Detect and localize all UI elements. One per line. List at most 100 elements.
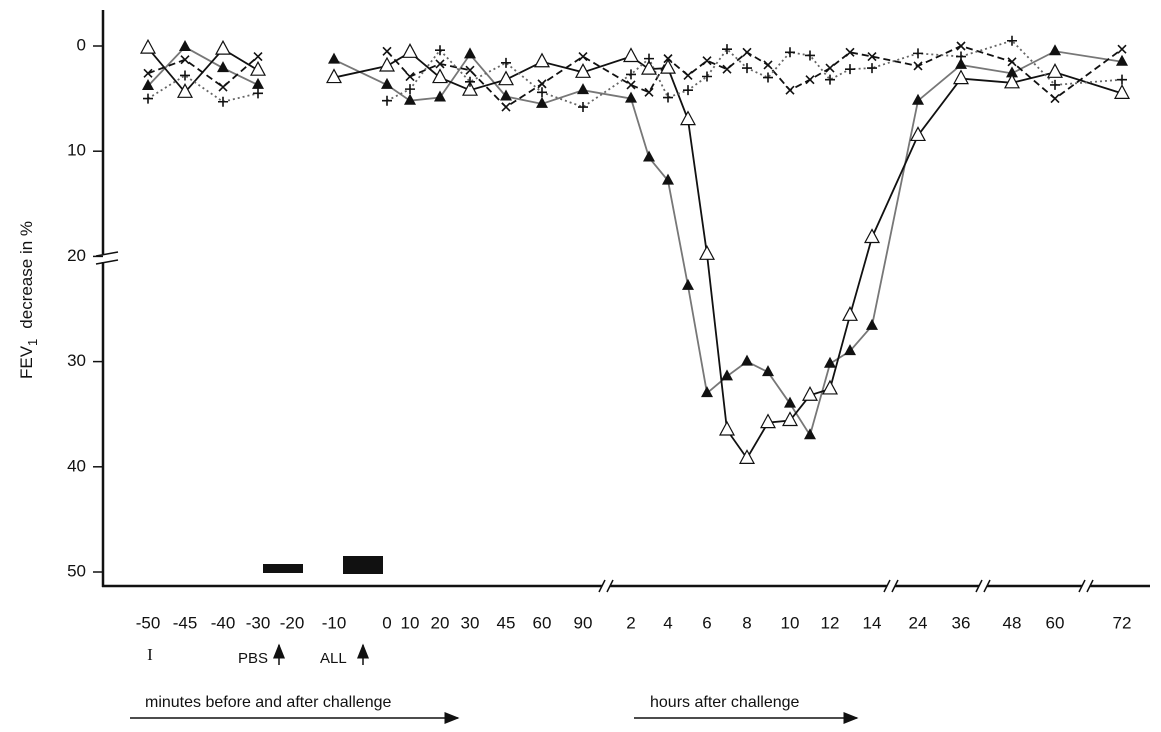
marker — [956, 41, 966, 51]
marker — [537, 87, 547, 98]
marker — [1007, 35, 1017, 46]
marker — [1116, 54, 1128, 66]
marker — [913, 61, 923, 71]
marker — [253, 88, 263, 99]
series-line — [147, 47, 1123, 461]
marker — [659, 58, 677, 74]
marker — [217, 61, 229, 73]
pbs-label: PBS — [238, 650, 268, 667]
marker — [702, 71, 712, 82]
marker — [625, 91, 637, 103]
x-tick-label: 24 — [909, 613, 928, 632]
marker — [401, 43, 419, 58]
y-tick-label: 10 — [67, 141, 86, 160]
marker — [1117, 44, 1127, 54]
all-label: ALL — [320, 650, 347, 667]
marker — [763, 60, 773, 70]
marker — [214, 39, 232, 55]
marker — [845, 64, 855, 75]
marker — [683, 70, 693, 81]
marker — [824, 356, 836, 368]
marker — [805, 50, 815, 61]
error-symbol: I — [147, 645, 153, 664]
marker — [718, 420, 736, 436]
marker — [435, 45, 445, 56]
marker — [180, 70, 190, 81]
marker — [663, 54, 673, 64]
x-tick-label: 10 — [781, 613, 800, 632]
marker — [956, 51, 966, 62]
marker — [1007, 57, 1017, 67]
marker — [325, 68, 343, 84]
marker — [500, 89, 512, 101]
marker — [762, 365, 774, 377]
marker — [464, 47, 476, 59]
marker — [218, 82, 228, 92]
marker — [913, 48, 923, 59]
marker — [501, 102, 511, 112]
marker — [461, 80, 479, 96]
marker — [382, 46, 392, 56]
marker — [841, 306, 859, 321]
marker — [804, 428, 816, 440]
marker — [909, 126, 927, 142]
y-tick-label: 50 — [67, 561, 86, 580]
x-tick-label: -10 — [322, 613, 347, 632]
hours-label: hours after challenge — [650, 694, 800, 711]
marker — [721, 369, 733, 381]
marker — [785, 85, 795, 95]
marker — [142, 78, 154, 90]
marker — [381, 77, 393, 89]
marker — [378, 56, 396, 72]
marker — [698, 245, 716, 260]
minutes-label: minutes before and after challenge — [145, 694, 391, 711]
marker — [143, 93, 153, 104]
marker — [722, 64, 732, 74]
x-tick-label: 6 — [702, 613, 711, 632]
marker — [663, 92, 673, 103]
marker — [1050, 94, 1060, 104]
x-tick-label: 12 — [821, 613, 840, 632]
marker — [742, 63, 752, 74]
x-tick-label: -30 — [246, 613, 271, 632]
marker — [825, 74, 835, 85]
marker — [382, 95, 392, 106]
marker — [533, 52, 551, 68]
x-tick-label: 20 — [431, 613, 450, 632]
marker — [866, 318, 878, 330]
marker — [738, 449, 756, 464]
marker — [328, 52, 340, 64]
axes — [95, 10, 1150, 593]
marker — [435, 59, 445, 69]
x-tick-label: 45 — [497, 613, 516, 632]
marker — [662, 173, 674, 185]
all-bar — [343, 556, 383, 574]
marker — [465, 65, 475, 75]
marker — [682, 278, 694, 290]
marker — [434, 90, 446, 102]
marker — [252, 77, 264, 89]
x-tick-label: 30 — [461, 613, 480, 632]
marker — [1050, 79, 1060, 90]
marker — [644, 87, 654, 97]
x-tick-label: 10 — [401, 613, 420, 632]
x-tick-label: 8 — [742, 613, 751, 632]
marker — [742, 47, 752, 57]
marker — [578, 102, 588, 113]
marker — [626, 80, 636, 90]
marker — [1049, 44, 1061, 56]
marker — [497, 70, 515, 86]
marker — [139, 38, 157, 54]
marker — [844, 344, 856, 356]
x-tick-label: 36 — [952, 613, 971, 632]
marker — [863, 228, 881, 244]
marker — [626, 69, 636, 80]
x-tick-label: 72 — [1113, 613, 1132, 632]
marker — [253, 51, 263, 62]
marker — [784, 396, 796, 408]
marker — [955, 57, 967, 69]
x-tick-label: 48 — [1003, 613, 1022, 632]
marker — [143, 68, 153, 78]
marker — [867, 51, 877, 62]
